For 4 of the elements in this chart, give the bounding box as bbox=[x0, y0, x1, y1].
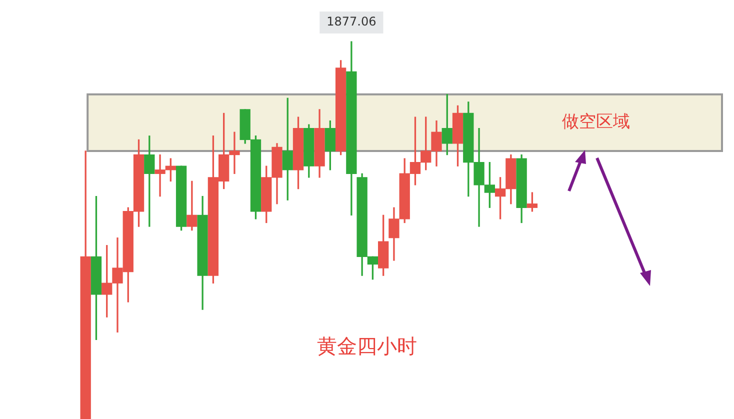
text: 黄金四小时 bbox=[316, 333, 418, 360]
annotation: 1877.06 bbox=[326, 14, 376, 29]
candlestick bbox=[186, 180, 198, 231]
band-label: 做空区域 bbox=[562, 112, 630, 132]
